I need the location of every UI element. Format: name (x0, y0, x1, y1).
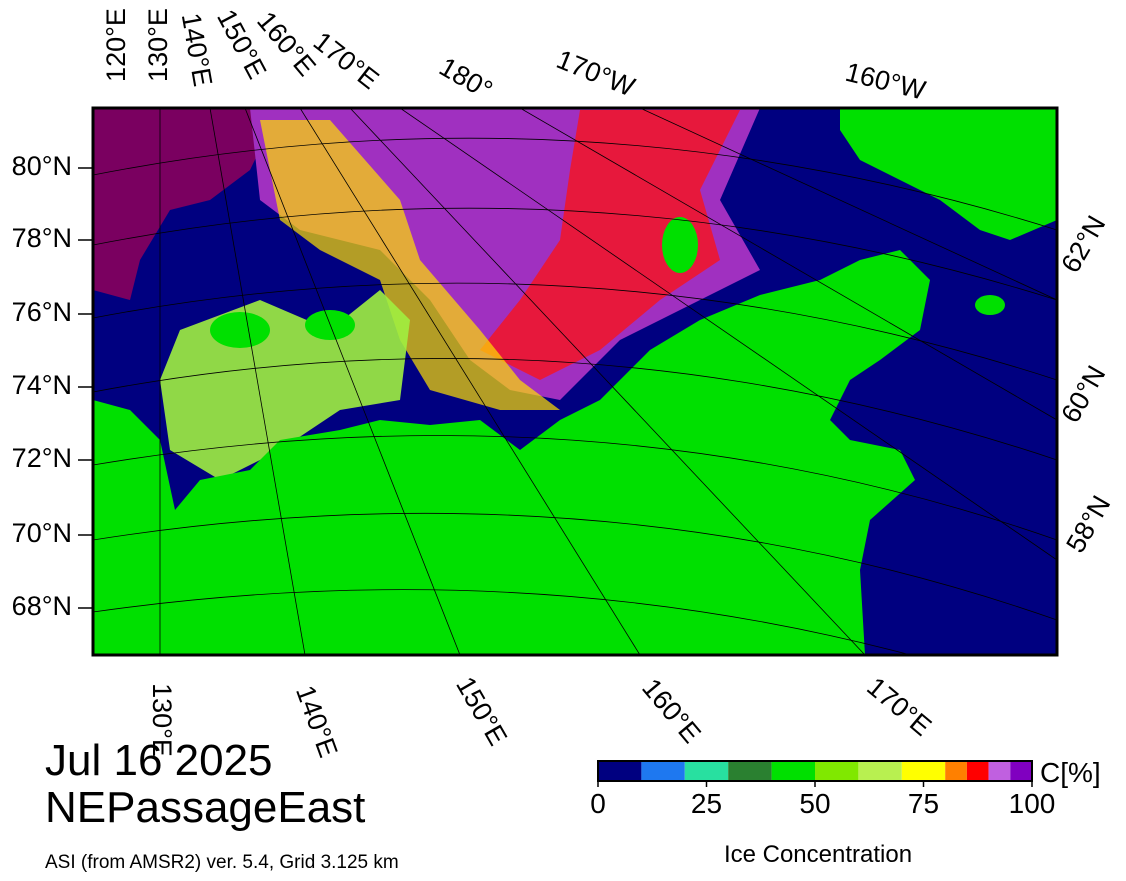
colorbar-tick-label: 100 (1009, 788, 1056, 819)
colorbar-segment (1010, 761, 1032, 781)
lon-label: 170°W (552, 44, 639, 102)
colorbar-segment (945, 761, 967, 781)
lat-label: 68°N (12, 591, 72, 621)
ice-red (480, 110, 740, 380)
land (840, 108, 1057, 240)
colorbar-segment (728, 761, 772, 781)
lat-label: 78°N (12, 223, 72, 253)
lon-label: 160°W (842, 57, 929, 106)
lon-label: 130°E (147, 683, 177, 757)
colorbar-segment (641, 761, 685, 781)
colorbar-unit: C[%] (1040, 757, 1101, 788)
ice-high (93, 108, 280, 300)
colorbar-segment (815, 761, 859, 781)
graticule (93, 108, 1057, 655)
colorbar-tick-label: 25 (691, 788, 722, 819)
lon-label: 140°E (176, 11, 218, 89)
colorbar-segment (901, 761, 946, 781)
lat-label: 80°N (12, 151, 72, 181)
island (975, 295, 1005, 315)
lon-label: 160°E (636, 673, 706, 749)
colorbar-segment (771, 761, 815, 781)
lon-label: 170°E (861, 671, 937, 741)
lat-label: 70°N (12, 518, 72, 548)
lat-label: 74°N (12, 370, 72, 400)
lat-label: 58°N (1060, 490, 1116, 557)
colorbar-label: Ice Concentration (724, 841, 912, 868)
colorbar-segment (858, 761, 902, 781)
lon-label: 150°E (450, 672, 513, 751)
colorbar-tick-label: 75 (908, 788, 939, 819)
lat-label: 76°N (12, 297, 72, 327)
island (662, 217, 698, 273)
lon-label: 180° (434, 51, 497, 105)
colorbar-segment (598, 761, 642, 781)
colorbar-segment (966, 761, 989, 781)
lon-label: 120°E (101, 8, 131, 82)
date: Jul 16 2025 (45, 736, 273, 785)
ice-yellow (260, 120, 560, 410)
map (93, 108, 1057, 655)
lat-label: 60°N (1055, 360, 1111, 427)
colorbar-segment (684, 761, 729, 781)
lon-label: 140°E (290, 682, 343, 762)
region: NEPassageEast (45, 783, 365, 832)
lat-label: 72°N (12, 443, 72, 473)
land (93, 250, 930, 655)
source: ASI (from AMSR2) ver. 5.4, Grid 3.125 km (45, 852, 399, 873)
colorbar-tick-label: 0 (590, 788, 606, 819)
island (210, 312, 270, 348)
colorbar-tick-label: 50 (799, 788, 830, 819)
lat-label: 62°N (1055, 210, 1111, 277)
lon-label: 130°E (143, 8, 173, 82)
map-frame (91, 106, 1059, 657)
colorbar-segment (988, 761, 1011, 781)
